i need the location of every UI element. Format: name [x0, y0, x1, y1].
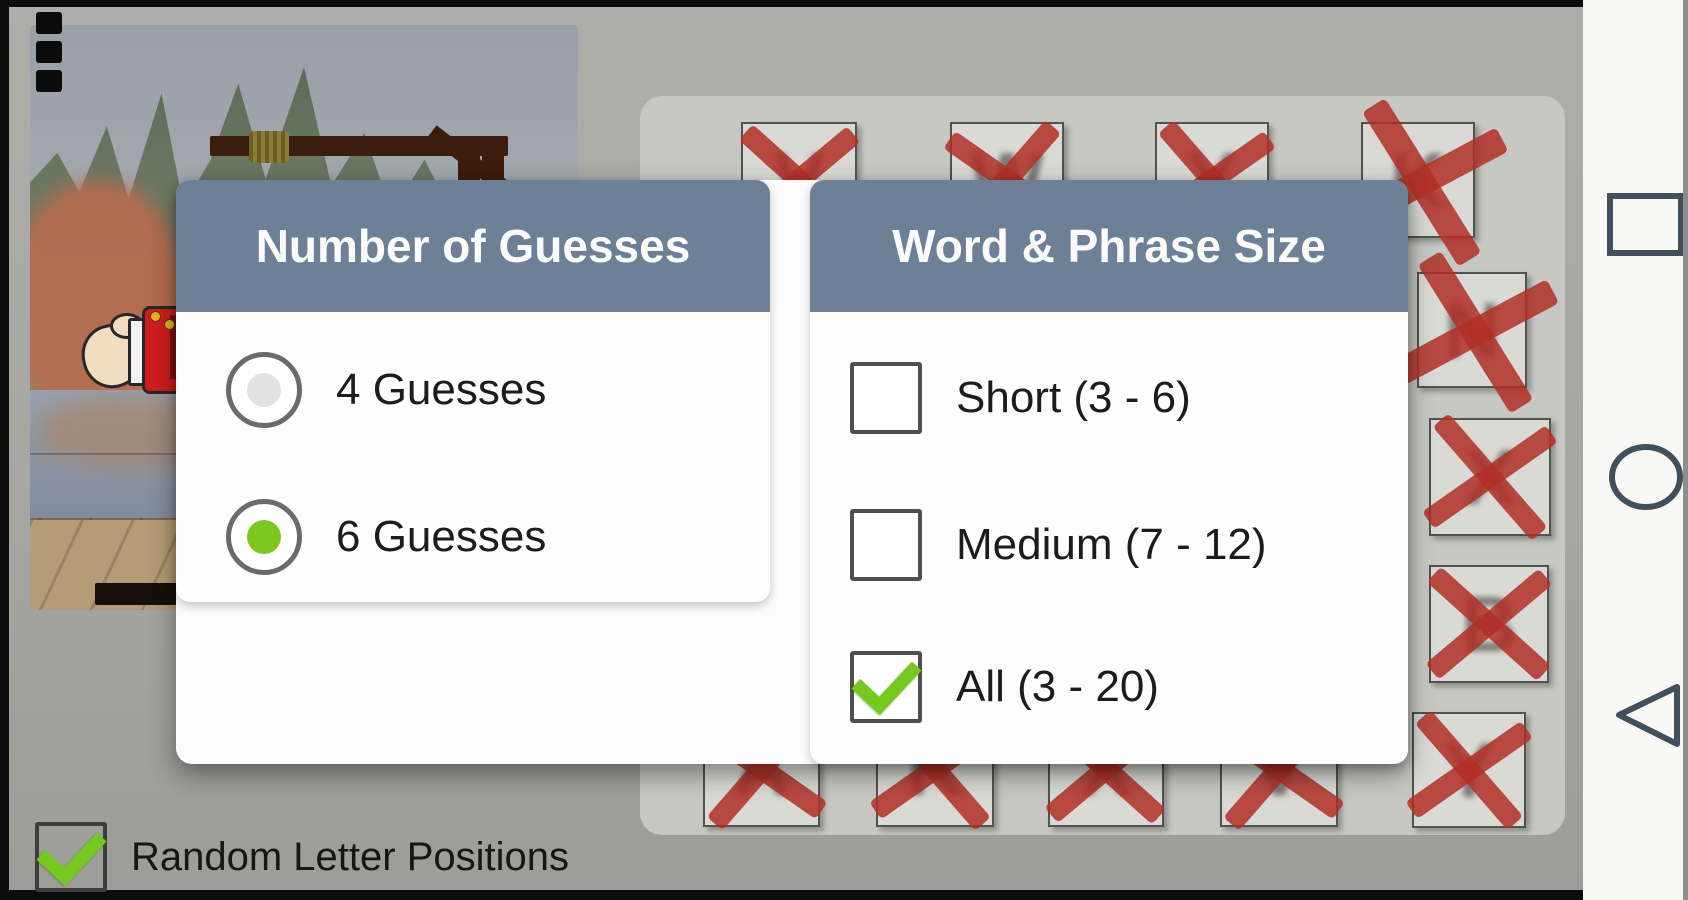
- menu-dots-icon[interactable]: [36, 70, 62, 92]
- android-nav-bar: [1583, 0, 1688, 900]
- menu-dots-icon[interactable]: [36, 12, 62, 34]
- word-phrase-size-header: Word & Phrase Size: [810, 180, 1408, 312]
- sleeve-button: [150, 311, 161, 322]
- back-triangle-icon[interactable]: [1613, 682, 1683, 750]
- radio-6-guesses[interactable]: [226, 499, 302, 575]
- letter-tile[interactable]: B: [1425, 565, 1553, 683]
- option-4-guesses[interactable]: 4 Guesses: [226, 352, 546, 428]
- word-phrase-size-card: Word & Phrase Size Short (3 - 6) Medium …: [810, 180, 1408, 764]
- menu-dots-icon[interactable]: [36, 41, 62, 63]
- letter-tile[interactable]: X: [1422, 413, 1558, 541]
- radio-4-guesses[interactable]: [226, 352, 302, 428]
- option-label: Short (3 - 6): [956, 373, 1191, 422]
- radio-dot: [247, 520, 281, 554]
- screen-edge: [0, 0, 1583, 7]
- option-medium[interactable]: Medium (7 - 12): [850, 509, 1267, 581]
- option-label: All (3 - 20): [956, 662, 1159, 711]
- screen-edge: [1683, 0, 1688, 900]
- option-6-guesses[interactable]: 6 Guesses: [226, 499, 546, 575]
- word-phrase-size-title: Word & Phrase Size: [892, 220, 1326, 272]
- screen-edge: [0, 0, 9, 900]
- letter-tile[interactable]: N: [1391, 250, 1560, 414]
- option-label: Medium (7 - 12): [956, 520, 1267, 569]
- number-of-guesses-title: Number of Guesses: [255, 220, 691, 272]
- hangman-app-screen: Random Letter Positions V W Y K N X B A …: [0, 0, 1583, 900]
- letter-tile[interactable]: Y: [1405, 709, 1533, 831]
- sleeve-button: [164, 319, 175, 330]
- checkbox-medium[interactable]: [850, 509, 922, 581]
- option-label: 6 Guesses: [336, 512, 547, 561]
- home-circle-icon[interactable]: [1607, 442, 1685, 512]
- option-all[interactable]: All (3 - 20): [850, 651, 1159, 723]
- number-of-guesses-card: Number of Guesses 4 Guesses 6 Guesses: [176, 180, 770, 602]
- option-short[interactable]: Short (3 - 6): [850, 362, 1191, 434]
- checkbox-short[interactable]: [850, 362, 922, 434]
- recents-square-icon[interactable]: [1606, 192, 1686, 258]
- sleeve-stripe: [170, 315, 179, 379]
- screen-edge: [0, 890, 1583, 900]
- number-of-guesses-header: Number of Guesses: [176, 180, 770, 312]
- rope-coil: [249, 131, 289, 163]
- radio-dot: [247, 373, 281, 407]
- option-label: 4 Guesses: [336, 365, 547, 414]
- checkbox-all[interactable]: [850, 651, 922, 723]
- random-letter-positions-checkbox[interactable]: [35, 822, 107, 892]
- random-letter-positions-label: Random Letter Positions: [131, 834, 570, 879]
- random-letter-positions-row[interactable]: Random Letter Positions: [35, 822, 569, 892]
